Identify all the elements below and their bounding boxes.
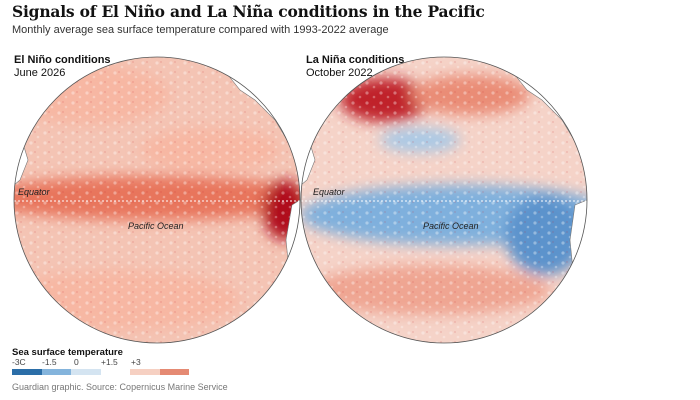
el-nino-texture xyxy=(14,57,300,343)
chart-subtitle: Monthly average sea surface temperature … xyxy=(12,24,389,36)
source-note: Guardian graphic. Source: Copernicus Mar… xyxy=(12,382,228,392)
el-nino-globe-outline xyxy=(13,56,301,344)
el-nino-ocean-label: Pacific Ocean xyxy=(128,221,184,231)
la-nina-title: La Niña conditions xyxy=(306,54,405,66)
legend-tick-plus-1-5: +1.5 xyxy=(101,357,118,367)
legend-swatch-1 xyxy=(41,369,71,375)
legend-swatch-3 xyxy=(100,369,130,375)
la-nina-date: October 2022 xyxy=(306,67,373,79)
el-nino-title: El Niño conditions xyxy=(14,54,111,66)
la-nina-globe-outline xyxy=(300,56,588,344)
la-nina-texture xyxy=(301,57,587,343)
la-nina-label: La Niña conditions October 2022 xyxy=(306,54,404,80)
legend-swatch-2 xyxy=(71,369,101,375)
la-nina-equator-label: Equator xyxy=(313,187,346,197)
legend-tick-minus-1-5: -1.5 xyxy=(42,357,57,367)
el-nino-globe: Equator Pacific Ocean xyxy=(13,56,301,344)
chart-title: Signals of El Niño and La Niña condition… xyxy=(12,2,485,21)
legend-swatch-5 xyxy=(159,369,189,375)
legend-tick-plus-3: +3 xyxy=(131,357,141,367)
el-nino-label: El Niño conditions June 2026 xyxy=(14,54,111,80)
legend-color-scale xyxy=(12,369,189,375)
legend-swatch-0 xyxy=(12,369,42,375)
la-nina-land-south-america xyxy=(569,199,587,343)
el-nino-date: June 2026 xyxy=(14,67,66,79)
legend-tick-zero: 0 xyxy=(74,357,79,367)
la-nina-ocean-label: Pacific Ocean xyxy=(423,221,479,231)
el-nino-equator-label: Equator xyxy=(18,187,51,197)
legend-tick-minus-3: -3C xyxy=(12,357,26,367)
legend-swatch-4 xyxy=(130,369,160,375)
legend-title: Sea surface temperature xyxy=(12,347,123,358)
la-nina-globe: Equator Pacific Ocean xyxy=(300,56,588,344)
